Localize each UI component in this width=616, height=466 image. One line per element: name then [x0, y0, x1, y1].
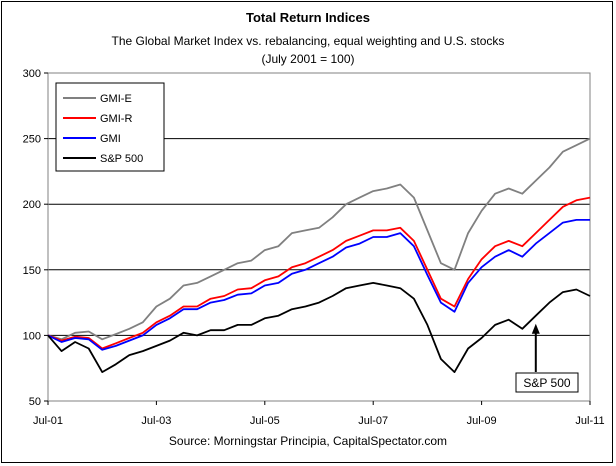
- annotation-arrow-head: [531, 323, 540, 334]
- legend-label: GMI-E: [100, 93, 132, 105]
- series-line-gmi: [47, 218, 590, 351]
- chart-source: Source: Morningstar Principia, CapitalSp…: [168, 434, 448, 448]
- legend-label: GMI: [100, 133, 121, 145]
- x-tick-label: Jul-11: [575, 415, 604, 427]
- annotation-label: S&P 500: [523, 376, 570, 390]
- y-tick-label: 300: [23, 68, 41, 80]
- chart-subtitle-2: (July 2001 = 100): [261, 52, 355, 66]
- legend: GMI-E GMI-R GMI S&P 500: [55, 82, 165, 172]
- annotation: S&P 500: [515, 323, 579, 393]
- y-axis: 50 100 150 200 250 300: [23, 68, 48, 408]
- plot-area: [47, 72, 591, 402]
- x-tick-label: Jul-09: [467, 415, 497, 427]
- y-tick-label: 150: [23, 265, 41, 277]
- y-tick-label: 50: [29, 396, 41, 408]
- x-tick-label: Jul-07: [358, 415, 388, 427]
- y-tick-label: 200: [23, 199, 41, 211]
- series-line-gmi-r: [47, 196, 591, 350]
- series-line-s-p-500: [47, 281, 591, 374]
- x-tick-label: Jul-03: [141, 415, 171, 427]
- y-tick-label: 100: [23, 330, 41, 342]
- series-lines: [47, 137, 591, 374]
- x-tick-label: Jul-05: [250, 415, 280, 427]
- chart-title: Total Return Indices: [246, 10, 370, 25]
- legend-label: GMI-R: [100, 113, 132, 125]
- y-tick-label: 250: [23, 134, 41, 146]
- legend-label: S&P 500: [100, 153, 143, 165]
- annotation-box: [515, 372, 579, 393]
- chart-subtitle: The Global Market Index vs. rebalancing,…: [111, 34, 505, 48]
- x-tick-label: Jul-01: [33, 415, 63, 427]
- series-line-gmi-e: [47, 137, 591, 341]
- x-axis: Jul-01 Jul-03 Jul-05 Jul-07 Jul-09 Jul-11: [33, 401, 605, 427]
